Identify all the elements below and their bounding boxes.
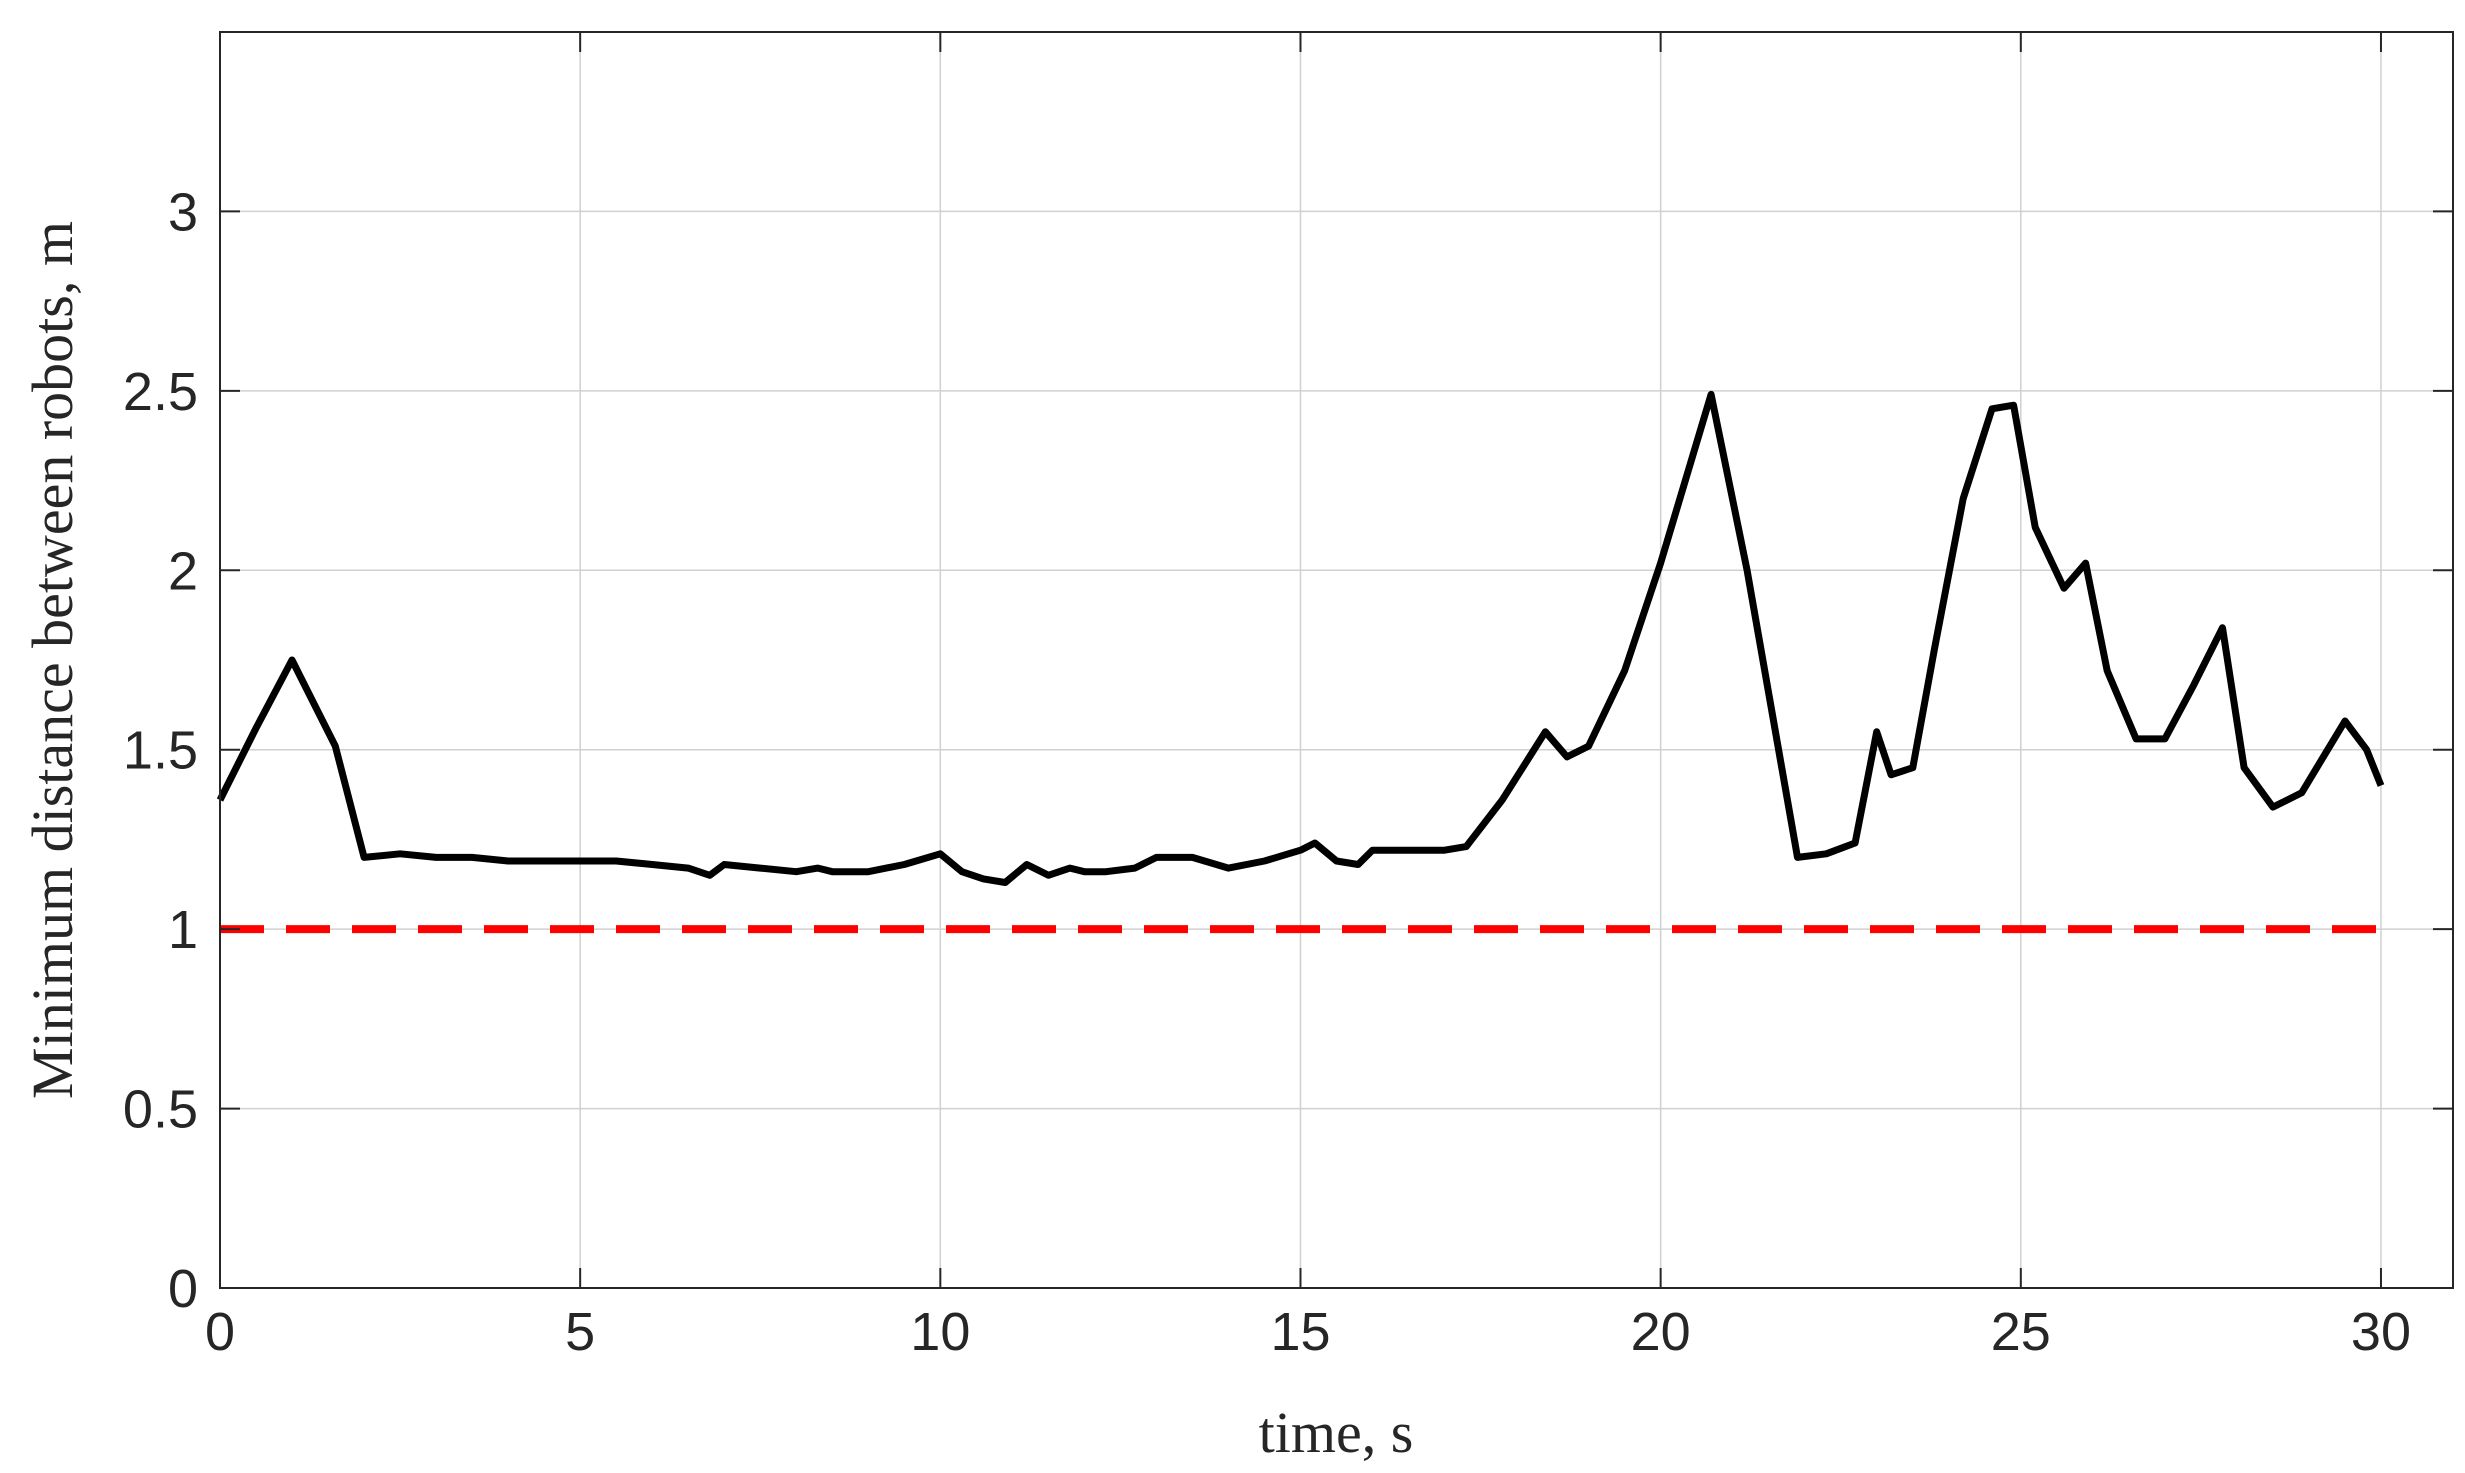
y-tick-label: 1 <box>168 900 198 960</box>
y-tick-label: 2 <box>168 541 198 601</box>
x-tick-label: 20 <box>1631 1302 1691 1362</box>
x-axis-title: time, s <box>1259 1400 1414 1465</box>
y-tick-label: 0 <box>168 1259 198 1319</box>
plot-area <box>220 32 2453 1288</box>
x-tick-label: 30 <box>2351 1302 2411 1362</box>
series-group <box>216 390 2385 934</box>
x-tick-label: 10 <box>910 1302 970 1362</box>
x-tick-label: 5 <box>565 1302 595 1362</box>
distance-series-line <box>216 390 2385 886</box>
y-tick-label: 3 <box>168 182 198 242</box>
y-tick-label: 2.5 <box>123 362 198 422</box>
x-tick-label: 25 <box>1991 1302 2051 1362</box>
plot-border <box>219 31 2454 1289</box>
x-tick-label: 15 <box>1270 1302 1330 1362</box>
x-tick-label: 0 <box>205 1302 235 1362</box>
y-axis-title: Minimum distance between robots, m <box>20 221 85 1099</box>
y-tick-label: 1.5 <box>123 721 198 781</box>
tick-group: 0 5 10 15 20 25 30 0 0.5 1 1.5 2 2.5 3 <box>123 32 2453 1362</box>
y-tick-label: 0.5 <box>123 1080 198 1140</box>
